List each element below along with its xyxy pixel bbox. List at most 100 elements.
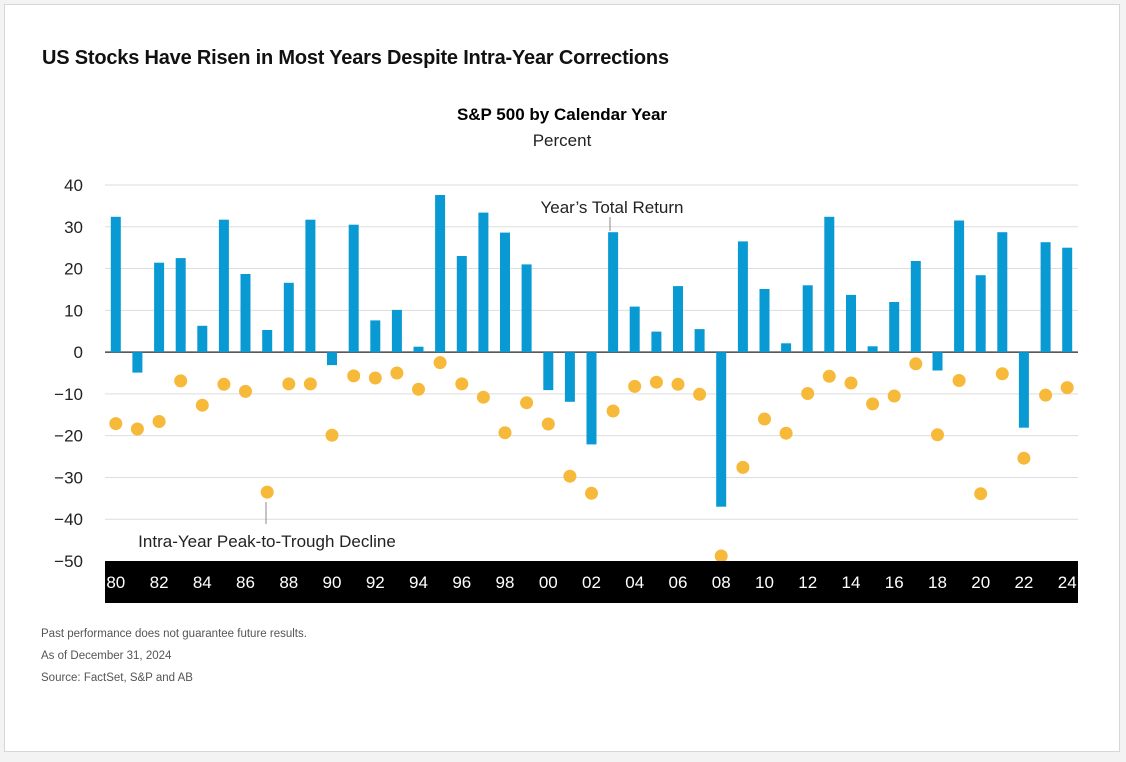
x-axis-band bbox=[105, 561, 1078, 603]
x-tick-label: 16 bbox=[885, 573, 904, 592]
x-tick-label: 18 bbox=[928, 573, 947, 592]
bar-total-return-1989 bbox=[305, 219, 316, 353]
bar-total-return-1984 bbox=[197, 325, 208, 353]
bar-total-return-1986 bbox=[240, 274, 251, 353]
x-tick-label: 08 bbox=[712, 573, 731, 592]
dot-peak-to-trough-1997 bbox=[476, 390, 490, 404]
dot-peak-to-trough-1998 bbox=[498, 426, 512, 440]
bar-total-return-1988 bbox=[283, 282, 294, 353]
x-tick-label: 04 bbox=[625, 573, 644, 592]
y-tick-label: −50 bbox=[54, 552, 83, 571]
dot-peak-to-trough-1989 bbox=[303, 377, 317, 391]
bar-total-return-2003 bbox=[608, 232, 619, 353]
bar-total-return-2001 bbox=[564, 352, 575, 402]
dot-peak-to-trough-1981 bbox=[130, 422, 144, 436]
x-tick-label: 22 bbox=[1014, 573, 1033, 592]
dot-peak-to-trough-1982 bbox=[152, 415, 166, 428]
dot-peak-to-trough-2011 bbox=[779, 426, 793, 440]
dot-peak-to-trough-2004 bbox=[628, 379, 642, 393]
x-tick-label: 00 bbox=[539, 573, 558, 592]
dot-peak-to-trough-2022 bbox=[1017, 451, 1031, 465]
bar-total-return-1994 bbox=[413, 346, 424, 353]
bar-total-return-2016 bbox=[889, 302, 900, 353]
annotations: Year’s Total Return Intra-Year Peak-to-T… bbox=[138, 198, 683, 551]
x-tick-label: 12 bbox=[798, 573, 817, 592]
bar-total-return-2014 bbox=[846, 294, 856, 353]
footnote-date: As of December 31, 2024 bbox=[41, 650, 172, 662]
dot-peak-to-trough-2006 bbox=[671, 377, 685, 391]
dot-peak-to-trough-2024 bbox=[1060, 381, 1074, 395]
y-tick-label: 10 bbox=[64, 301, 83, 320]
bar-total-return-2015 bbox=[867, 346, 878, 353]
x-tick-label: 86 bbox=[236, 573, 255, 592]
dot-peak-to-trough-1992 bbox=[368, 371, 382, 385]
dot-peak-to-trough-2008 bbox=[714, 549, 728, 563]
bar-total-return-2007 bbox=[694, 329, 705, 353]
dot-peak-to-trough-2023 bbox=[1039, 388, 1053, 402]
dot-peak-to-trough-2009 bbox=[736, 460, 750, 474]
dot-peak-to-trough-1999 bbox=[520, 396, 534, 410]
bar-total-return-2000 bbox=[543, 352, 554, 391]
dot-peak-to-trough-2000 bbox=[541, 417, 555, 431]
dot-peak-to-trough-1980 bbox=[109, 417, 123, 431]
footnotes: Past performance does not guarantee futu… bbox=[41, 626, 307, 692]
dot-peak-to-trough-2020 bbox=[974, 487, 988, 501]
x-tick-label: 10 bbox=[755, 573, 774, 592]
dot-peak-to-trough-1991 bbox=[347, 369, 361, 383]
bar-total-return-2018 bbox=[932, 352, 943, 371]
bar-total-return-1985 bbox=[218, 219, 229, 353]
footnote-source: Source: FactSet, S&P and AB bbox=[41, 672, 193, 684]
dot-peak-to-trough-1985 bbox=[217, 377, 231, 391]
dot-peak-to-trough-1986 bbox=[239, 384, 252, 398]
dot-peak-to-trough-2013 bbox=[822, 369, 836, 383]
chart-title: S&P 500 by Calendar Year bbox=[457, 105, 667, 124]
x-tick-label: 80 bbox=[106, 573, 125, 592]
bar-total-return-1993 bbox=[391, 309, 402, 353]
bar-total-return-2019 bbox=[954, 220, 965, 353]
bar-total-return-2021 bbox=[997, 232, 1008, 353]
bar-total-return-2020 bbox=[975, 275, 986, 353]
bar-total-return-2011 bbox=[781, 343, 792, 353]
dot-peak-to-trough-1996 bbox=[455, 377, 469, 391]
bar-series bbox=[110, 195, 1073, 507]
dot-peak-to-trough-2007 bbox=[693, 387, 707, 401]
bar-total-return-1999 bbox=[521, 264, 532, 353]
dot-series bbox=[109, 356, 1074, 563]
y-tick-label: −40 bbox=[54, 510, 83, 529]
x-tick-label: 84 bbox=[193, 573, 212, 592]
x-tick-label: 92 bbox=[366, 573, 385, 592]
bar-total-return-1997 bbox=[478, 212, 489, 353]
y-tick-label: 20 bbox=[64, 260, 83, 279]
x-tick-label: 94 bbox=[409, 573, 428, 592]
x-tick-label: 90 bbox=[323, 573, 342, 592]
bar-total-return-1998 bbox=[500, 232, 510, 353]
bar-total-return-2004 bbox=[629, 306, 640, 353]
dot-peak-to-trough-2018 bbox=[931, 428, 944, 442]
bar-total-return-1981 bbox=[132, 352, 143, 373]
dot-peak-to-trough-2003 bbox=[606, 404, 620, 418]
y-tick-label: 0 bbox=[74, 343, 83, 362]
y-tick-label: 30 bbox=[64, 218, 83, 237]
x-tick-label: 14 bbox=[842, 573, 861, 592]
bar-total-return-2006 bbox=[673, 286, 683, 353]
bar-total-return-2022 bbox=[1018, 352, 1029, 428]
y-tick-label: −20 bbox=[54, 427, 83, 446]
x-tick-label: 88 bbox=[279, 573, 298, 592]
dot-peak-to-trough-2010 bbox=[758, 412, 771, 426]
bar-total-return-1991 bbox=[348, 224, 359, 353]
bar-total-return-1983 bbox=[175, 258, 186, 353]
bar-total-return-2009 bbox=[737, 241, 748, 353]
bar-total-return-1990 bbox=[327, 352, 337, 366]
bar-total-return-1995 bbox=[435, 195, 446, 353]
bar-total-return-2005 bbox=[651, 331, 662, 353]
dot-peak-to-trough-1993 bbox=[390, 366, 404, 380]
dot-peak-to-trough-2016 bbox=[887, 389, 901, 403]
bar-total-return-2013 bbox=[824, 216, 835, 353]
y-tick-label: −30 bbox=[54, 468, 83, 487]
dot-peak-to-trough-1983 bbox=[174, 374, 188, 388]
x-tick-label: 24 bbox=[1058, 573, 1077, 592]
dot-peak-to-trough-1984 bbox=[195, 398, 209, 412]
x-axis-ticks: 80 82 84 86 88 90 92 94 96 98 00 02 04 06 08 10 12 14 16 18… bbox=[106, 573, 1076, 592]
footnote-disclaimer: Past performance does not guarantee futu… bbox=[41, 628, 307, 640]
